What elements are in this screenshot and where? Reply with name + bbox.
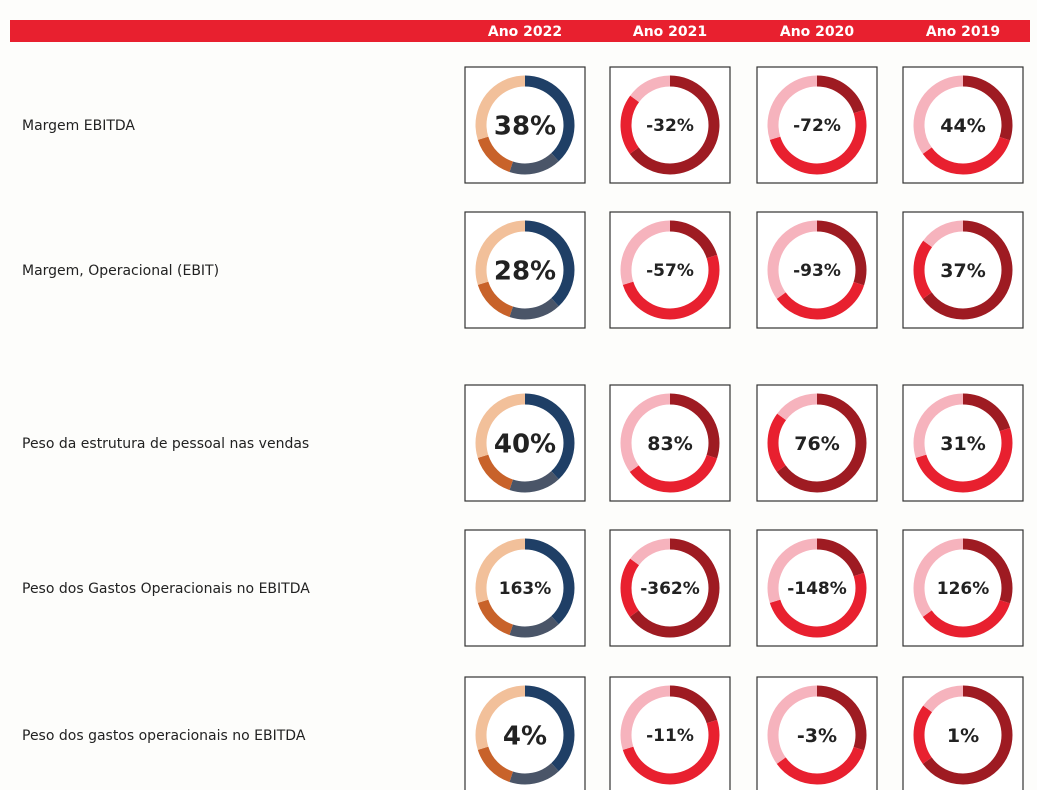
gauge-value: -362% (640, 579, 700, 599)
gauge-value: -11% (646, 726, 694, 746)
gauge-value: -3% (797, 725, 837, 747)
gauge-value: -57% (646, 261, 694, 281)
gauge-value: 126% (937, 579, 990, 599)
gauge-ring-segment (767, 75, 867, 175)
row-label: Margem EBITDA (22, 118, 135, 134)
gauge-ring-segment (475, 220, 575, 320)
gauge-ring-segment (620, 220, 720, 320)
gauge-ring-segment (767, 75, 867, 175)
gauge-value: -93% (793, 261, 841, 281)
gauge-ring-segment (913, 75, 1013, 175)
gauge-ring-segment (475, 220, 575, 320)
gauge-ring-segment (913, 220, 1013, 320)
gauge-value: 38% (494, 111, 556, 141)
gauge-ring-segment (767, 220, 867, 320)
gauge-ring-segment (913, 538, 1013, 638)
gauge-value: 163% (499, 579, 552, 599)
gauge-value: 76% (794, 433, 839, 455)
gauge-ring-segment (767, 220, 867, 320)
gauge-ring-segment (767, 538, 867, 638)
gauge-ring-segment (620, 685, 720, 785)
row-label: Peso dos gastos operacionais no EBITDA (22, 728, 306, 744)
gauge-ring-segment (475, 685, 575, 785)
gauge-ring-segment (767, 685, 867, 785)
gauge-ring-segment (913, 685, 1013, 785)
gauge-value: 40% (494, 429, 556, 459)
gauge-ring-segment (913, 538, 1013, 638)
gauge-ring-segment (475, 538, 575, 638)
gauge-value: -72% (793, 116, 841, 136)
gauge-ring-segment (620, 220, 720, 320)
header-bar (10, 20, 1030, 42)
gauge-value: 1% (947, 725, 979, 747)
gauge-value: 83% (647, 433, 692, 455)
gauge-value: -32% (646, 116, 694, 136)
gauge-value: 44% (940, 115, 985, 137)
gauge-ring-segment (913, 393, 1013, 493)
gauge-ring-segment (620, 393, 720, 493)
gauge-ring-segment (620, 75, 720, 175)
row-label: Peso da estrutura de pessoal nas vendas (22, 436, 309, 452)
gauge-ring-segment (913, 75, 1013, 175)
gauge-ring-segment (620, 538, 720, 638)
gauge-value: 4% (503, 721, 547, 751)
gauge-ring-segment (767, 393, 867, 493)
gauge-ring-segment (767, 538, 867, 638)
gauge-ring-segment (475, 393, 575, 493)
gauge-ring-segment (620, 685, 720, 785)
gauge-ring-segment (475, 685, 575, 785)
gauge-ring-segment (767, 393, 867, 493)
column-header: Ano 2022 (488, 24, 562, 40)
gauge-ring-segment (475, 75, 575, 175)
row-label: Peso dos Gastos Operacionais no EBITDA (22, 581, 310, 597)
gauge-ring-segment (767, 685, 867, 785)
gauge-ring-segment (620, 393, 720, 493)
gauge-value: 28% (494, 256, 556, 286)
column-header: Ano 2021 (633, 24, 707, 40)
gauge-ring-segment (475, 538, 575, 638)
gauge-value: -148% (787, 579, 847, 599)
gauge-ring-segment (475, 75, 575, 175)
column-header: Ano 2020 (780, 24, 855, 40)
gauge-ring-segment (913, 685, 1013, 785)
gauge-ring-segment (913, 220, 1013, 320)
gauge-ring-segment (913, 393, 1013, 493)
gauge-value: 37% (940, 260, 985, 282)
column-header: Ano 2019 (926, 24, 1000, 40)
gauge-ring-segment (620, 538, 720, 638)
gauge-value: 31% (940, 433, 985, 455)
gauge-ring-segment (620, 75, 720, 175)
row-label: Margem, Operacional (EBIT) (22, 263, 219, 279)
gauge-ring-segment (475, 393, 575, 493)
